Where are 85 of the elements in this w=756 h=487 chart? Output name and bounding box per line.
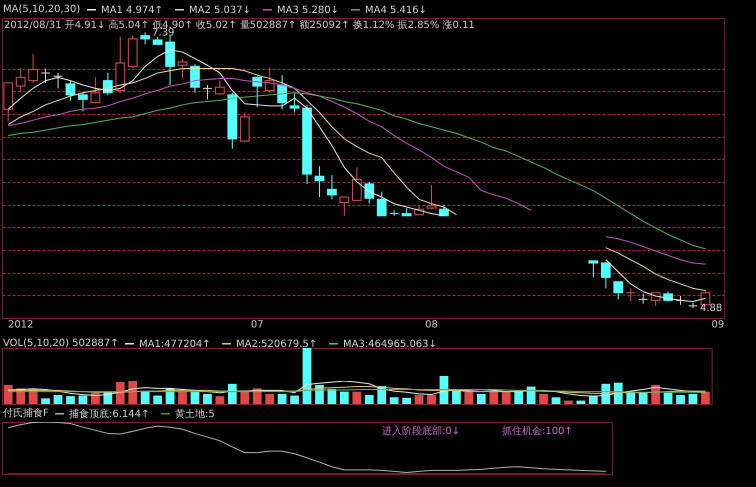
bar	[240, 392, 250, 404]
x-tick-label: 2012	[8, 320, 34, 330]
candlestick	[140, 32, 150, 45]
x-tick-label: 08	[425, 320, 438, 330]
candlestick	[327, 174, 337, 200]
legend-label: MA4 5.416↓	[364, 4, 427, 16]
candlestick	[626, 288, 636, 302]
bar	[502, 392, 511, 404]
bar	[190, 391, 200, 404]
bar	[402, 398, 411, 404]
bar	[66, 396, 75, 404]
bar	[203, 394, 212, 404]
candlestick	[600, 262, 611, 289]
bar	[688, 394, 698, 404]
annotation: 4.88	[700, 303, 722, 314]
candlestick	[66, 80, 76, 101]
bar	[302, 348, 312, 404]
bar	[464, 392, 474, 404]
candlestick	[264, 66, 275, 94]
candlestick	[28, 54, 38, 84]
candlestick	[202, 84, 212, 100]
legend-title: MA(5,10,20,30)	[3, 4, 80, 15]
candlestick	[53, 72, 63, 89]
legend-label: 黄土地:5	[175, 408, 215, 420]
legend-label: MA2 5.037↓	[189, 4, 251, 16]
candlestick	[588, 260, 598, 278]
bar	[576, 400, 586, 404]
candlestick	[215, 80, 225, 96]
legend-label: MA1:477204↑	[139, 338, 211, 350]
bar	[265, 394, 274, 404]
bar	[526, 386, 536, 404]
bar	[153, 396, 162, 404]
bar	[278, 394, 286, 404]
legend-title: 付氏捕食F	[3, 407, 49, 419]
bar	[340, 392, 349, 404]
bar	[116, 382, 125, 404]
bar	[78, 396, 88, 404]
annotation: 进入阶段底部:0↓	[382, 425, 460, 437]
legend-label: MA2:520679.5↑	[236, 338, 318, 350]
candlestick	[340, 196, 350, 216]
candlestick	[90, 76, 100, 104]
bar	[364, 395, 374, 404]
candlestick	[290, 92, 300, 114]
bar	[476, 394, 486, 404]
x-tick-label: 09	[712, 320, 724, 330]
bar	[140, 391, 150, 404]
candlestick	[613, 281, 624, 300]
bar	[54, 395, 62, 404]
candlestick	[16, 68, 26, 94]
bar	[427, 395, 436, 404]
candlestick	[178, 58, 188, 79]
bar	[4, 384, 13, 404]
bar	[664, 392, 672, 404]
candlestick	[40, 68, 50, 84]
bar	[539, 394, 548, 404]
bar	[290, 396, 299, 404]
candlestick	[376, 191, 387, 216]
bar	[701, 392, 710, 404]
bar	[390, 397, 399, 404]
bar	[489, 392, 498, 404]
annotation: 抓住机会:100↑	[502, 425, 573, 437]
bar	[414, 395, 424, 404]
legend-label: MA3:464965.063↓	[342, 338, 437, 350]
bar	[440, 376, 448, 404]
bar	[552, 397, 560, 404]
candlestick	[426, 184, 436, 210]
legend-label: 捕食顶底:6.144↑	[69, 408, 150, 420]
candlestick	[638, 293, 648, 304]
bar	[564, 400, 573, 404]
bar	[328, 388, 336, 404]
legend-title: VOL(5,10,20) 502887↑	[3, 338, 119, 349]
bar	[216, 396, 224, 404]
candlestick	[314, 166, 324, 198]
bar	[452, 390, 461, 404]
bar	[638, 392, 648, 404]
candlestick	[190, 64, 200, 94]
bar	[676, 395, 685, 404]
candlestick	[78, 92, 88, 112]
legend-label: MA3 5.280↓	[277, 4, 339, 16]
candlestick	[352, 166, 362, 201]
legend-label: MA1 4.974↑	[101, 4, 163, 16]
bar	[178, 391, 187, 404]
bar	[41, 398, 50, 404]
x-tick-label: 07	[250, 320, 264, 330]
bar	[352, 392, 362, 404]
